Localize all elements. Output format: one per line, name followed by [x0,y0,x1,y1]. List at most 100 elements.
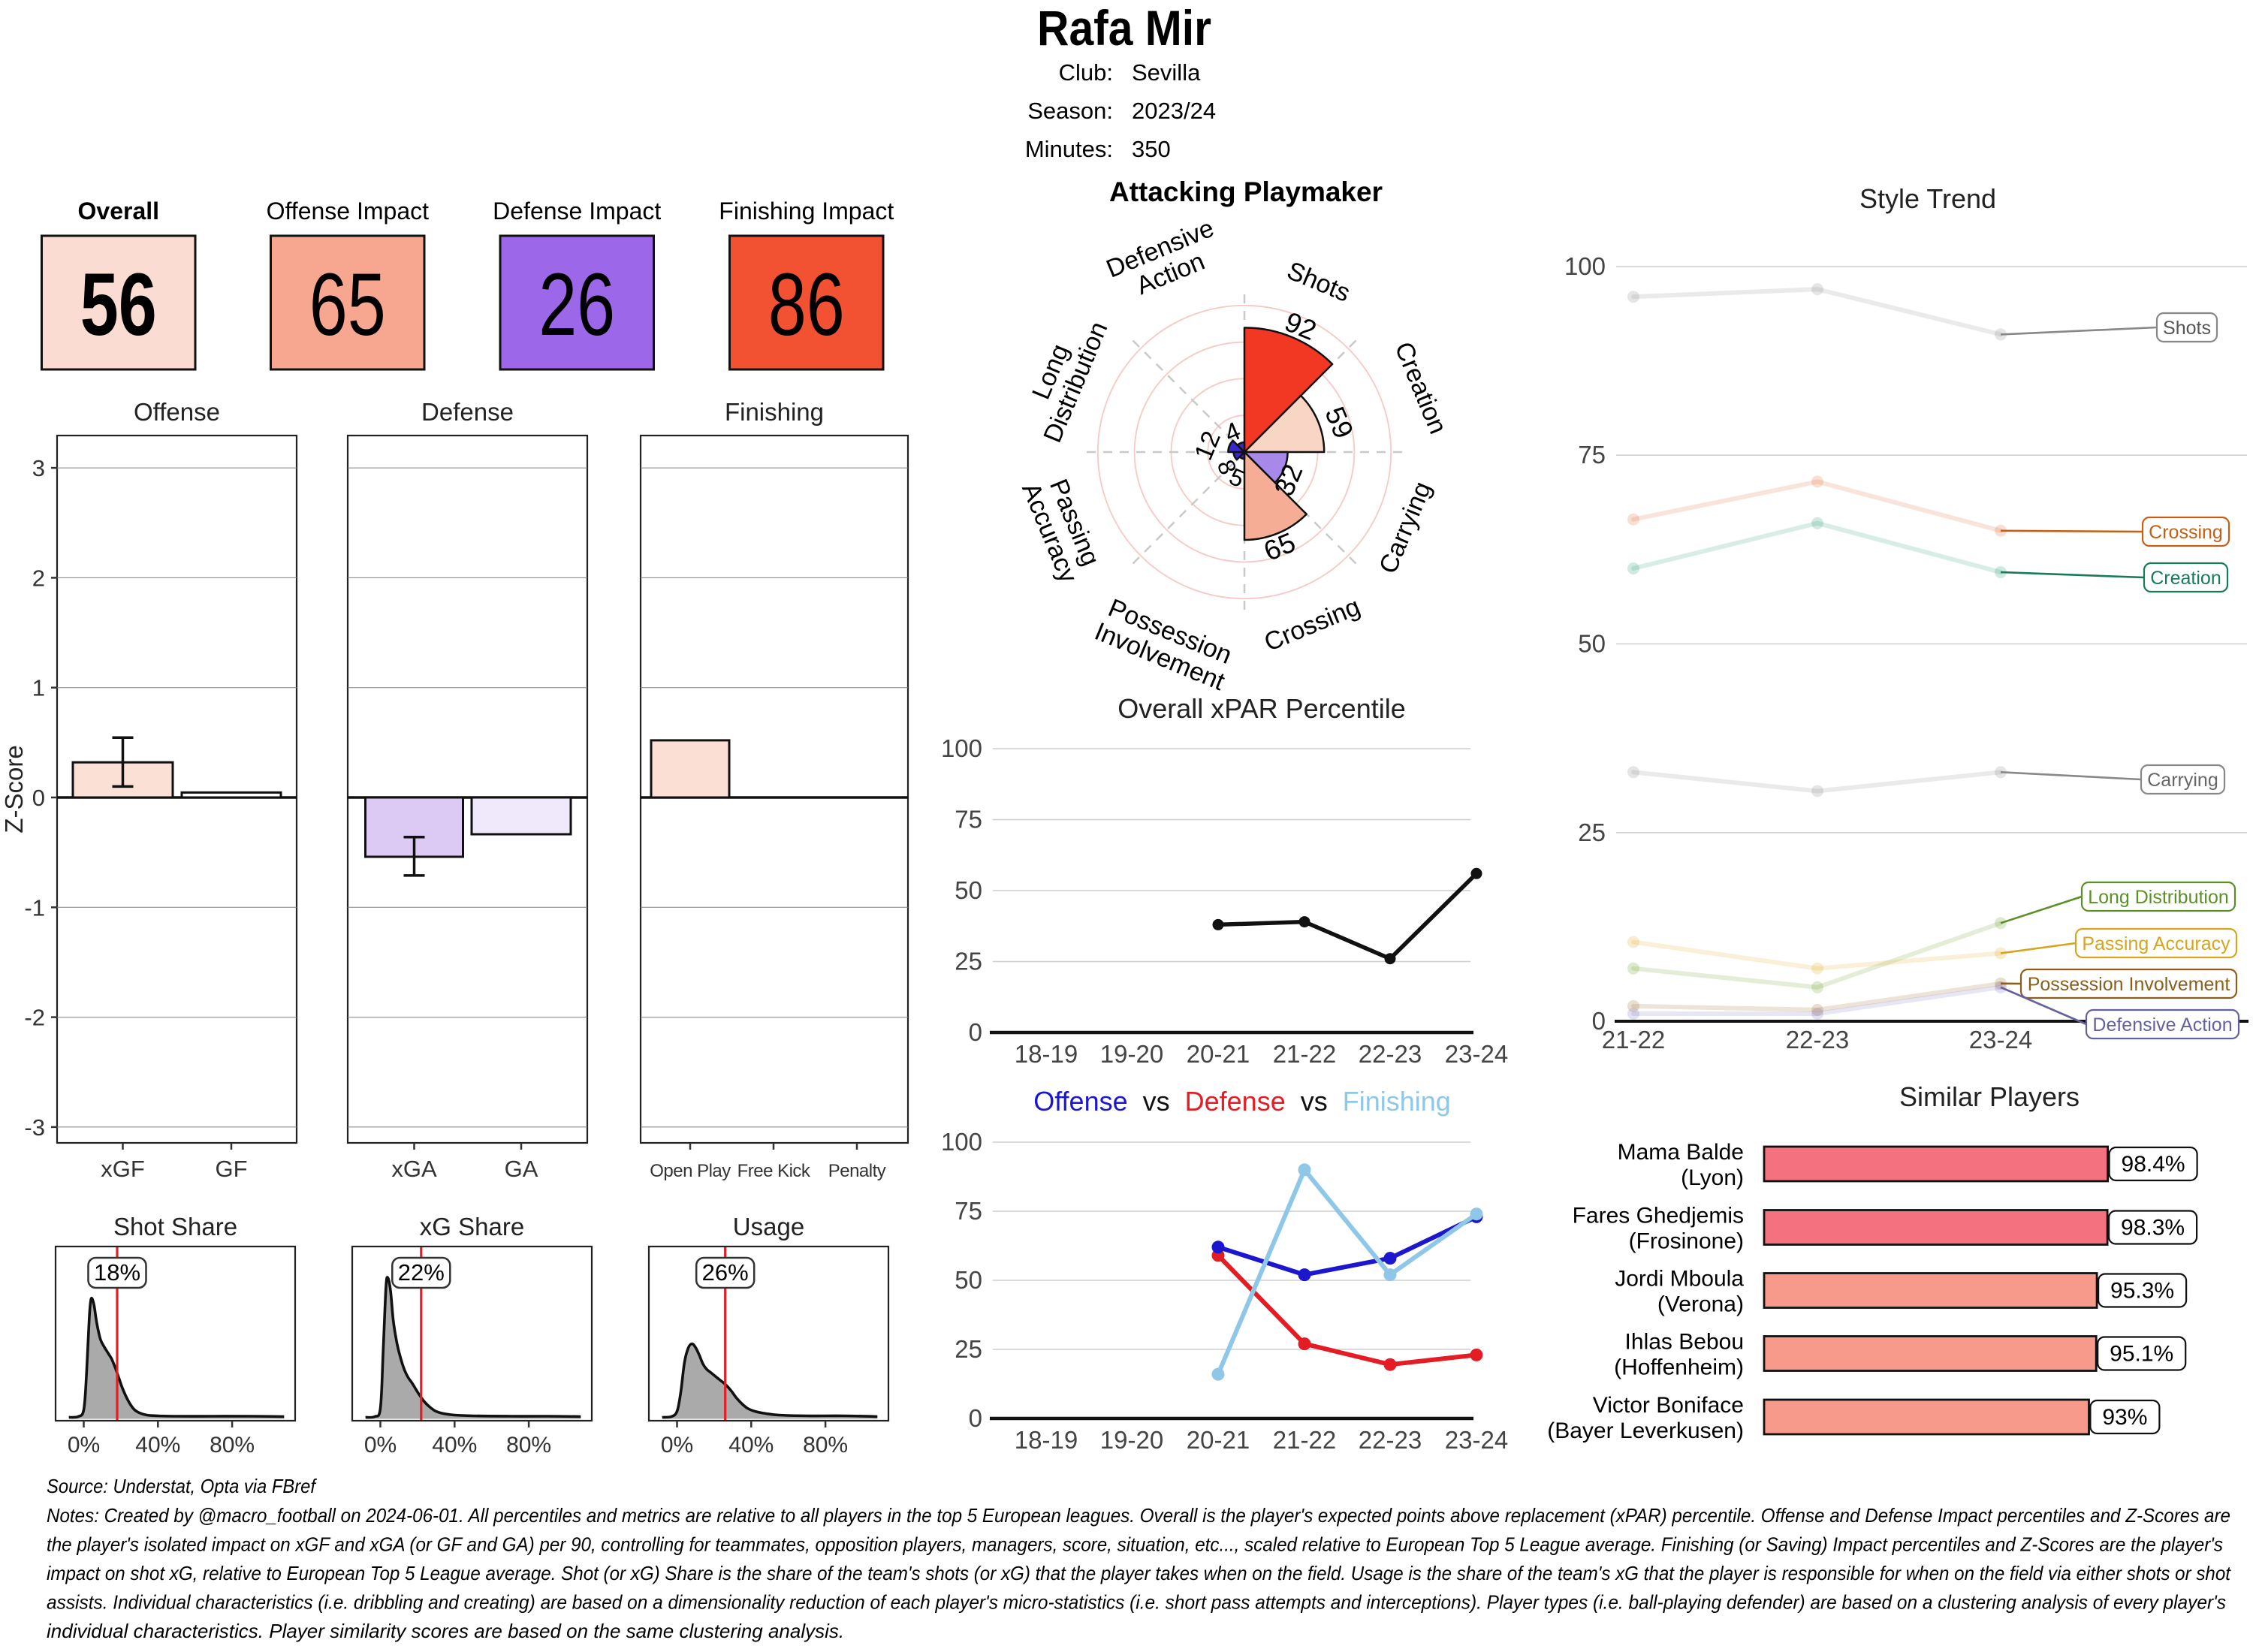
svg-text:(Bayer Leverkusen): (Bayer Leverkusen) [1547,1418,1744,1443]
svg-text:0: 0 [969,1018,982,1046]
svg-text:Defensive Action: Defensive Action [2092,1014,2232,1036]
svg-text:75: 75 [955,1197,982,1225]
svg-text:80%: 80% [803,1433,848,1458]
svg-text:23-24: 23-24 [1445,1426,1508,1454]
svg-text:75: 75 [955,806,982,834]
svg-text:98.3%: 98.3% [2121,1216,2185,1241]
svg-text:individual characteristics. Pl: individual characteristics. Player simil… [47,1620,844,1642]
svg-text:(Frosinone): (Frosinone) [1629,1229,1744,1254]
svg-text:Crossing: Crossing [2149,522,2223,543]
svg-text:2023/24: 2023/24 [1132,98,1216,124]
svg-text:the player's isolated impact o: the player's isolated impact on xGF and … [47,1533,2223,1556]
svg-text:assists. Individual characteri: assists. Individual characteristics (i.e… [47,1591,2226,1614]
svg-text:100: 100 [1564,252,1606,280]
svg-text:Defense Impact: Defense Impact [493,197,661,225]
svg-text:22-23: 22-23 [1359,1426,1422,1454]
svg-text:18%: 18% [94,1259,140,1286]
svg-text:18-19: 18-19 [1015,1426,1078,1454]
svg-text:98.4%: 98.4% [2122,1152,2185,1177]
svg-text:22-23: 22-23 [1359,1040,1422,1068]
svg-text:50: 50 [955,1266,982,1294]
svg-text:22-23: 22-23 [1786,1026,1849,1054]
svg-text:0%: 0% [661,1433,693,1458]
svg-text:50: 50 [1578,630,1606,658]
svg-text:65: 65 [309,255,386,354]
svg-text:Attacking Playmaker: Attacking Playmaker [1109,176,1383,207]
svg-text:xG Share: xG Share [420,1213,524,1241]
svg-text:40%: 40% [432,1433,477,1458]
svg-text:20-21: 20-21 [1187,1040,1250,1068]
svg-text:GA: GA [505,1156,538,1182]
svg-text:Overall: Overall [78,197,160,225]
svg-text:Z-Score: Z-Score [0,745,28,833]
svg-text:Offense: Offense [134,398,220,426]
svg-text:Usage: Usage [733,1213,804,1241]
svg-text:Shot Share: Shot Share [113,1213,237,1241]
svg-text:80%: 80% [506,1433,551,1458]
svg-text:20-21: 20-21 [1187,1426,1250,1454]
svg-text:xGF: xGF [101,1156,145,1182]
svg-text:Rafa Mir: Rafa Mir [1037,0,1211,56]
svg-text:Style Trend: Style Trend [1859,183,1996,214]
svg-text:40%: 40% [135,1433,180,1458]
svg-text:19-20: 19-20 [1100,1426,1163,1454]
svg-text:21-22: 21-22 [1273,1426,1336,1454]
svg-text:Free Kick: Free Kick [737,1161,811,1181]
svg-text:Shots: Shots [2163,318,2211,339]
svg-text:Minutes:: Minutes: [1025,136,1113,162]
svg-text:0: 0 [969,1404,982,1432]
svg-text:-3: -3 [24,1114,45,1141]
svg-text:25: 25 [955,948,982,975]
svg-text:Source: Understat, Opta via FB: Source: Understat, Opta via FBref [47,1475,318,1497]
svg-text:100: 100 [941,1128,982,1156]
svg-text:Passing Accuracy: Passing Accuracy [2082,933,2230,954]
svg-text:Jordi Mboula: Jordi Mboula [1615,1267,1744,1292]
svg-text:50: 50 [955,876,982,904]
svg-text:25: 25 [1578,818,1606,846]
svg-text:93%: 93% [2102,1405,2147,1430]
svg-text:Possession Involvement: Possession Involvement [2028,974,2230,995]
svg-text:-2: -2 [24,1005,45,1031]
svg-text:Finishing: Finishing [725,398,824,426]
svg-text:350: 350 [1132,136,1171,162]
svg-text:21-22: 21-22 [1273,1040,1336,1068]
svg-text:Notes: Created by @macro_footb: Notes: Created by @macro_football on 202… [47,1504,2230,1527]
svg-text:0%: 0% [364,1433,397,1458]
svg-text:Fares Ghedjemis: Fares Ghedjemis [1573,1204,1744,1228]
svg-text:86: 86 [768,255,845,354]
svg-text:25: 25 [955,1335,982,1363]
svg-text:Finishing Impact: Finishing Impact [719,197,894,225]
svg-text:Victor Boniface: Victor Boniface [1593,1393,1744,1418]
svg-text:Offense vs Defense vs Fini: Offense vs Defense vs Finishing [1033,1086,1451,1117]
svg-text:Ihlas Bebou: Ihlas Bebou [1625,1330,1744,1355]
svg-text:Defense: Defense [421,398,514,426]
svg-text:xGA: xGA [391,1156,437,1182]
svg-text:0%: 0% [68,1433,100,1458]
svg-text:Overall xPAR Percentile: Overall xPAR Percentile [1117,693,1405,724]
svg-text:0: 0 [1592,1007,1606,1035]
svg-text:56: 56 [80,255,157,354]
svg-text:Creation: Creation [2150,568,2221,589]
svg-text:impact on shot xG, relative to: impact on shot xG, relative to European … [47,1562,2232,1584]
svg-text:3: 3 [32,455,45,481]
svg-text:0: 0 [32,785,45,811]
svg-text:Open Play: Open Play [650,1161,731,1181]
svg-text:18-19: 18-19 [1015,1040,1078,1068]
svg-text:26: 26 [538,255,615,354]
svg-text:75: 75 [1578,441,1606,469]
svg-text:19-20: 19-20 [1100,1040,1163,1068]
svg-text:Mama Balde: Mama Balde [1618,1140,1744,1165]
svg-text:23-24: 23-24 [1969,1026,2032,1054]
svg-text:22%: 22% [398,1259,445,1286]
svg-text:2: 2 [32,565,45,591]
svg-text:Club:: Club: [1059,59,1113,86]
svg-text:(Lyon): (Lyon) [1681,1165,1744,1190]
svg-text:(Verona): (Verona) [1657,1292,1744,1317]
svg-text:Offense Impact: Offense Impact [267,197,430,225]
svg-text:100: 100 [941,734,982,762]
svg-text:40%: 40% [728,1433,774,1458]
svg-text:Similar Players: Similar Players [1899,1081,2080,1112]
svg-text:23-24: 23-24 [1445,1040,1508,1068]
svg-text:Penalty: Penalty [828,1161,886,1181]
svg-text:Long Distribution: Long Distribution [2088,887,2229,908]
